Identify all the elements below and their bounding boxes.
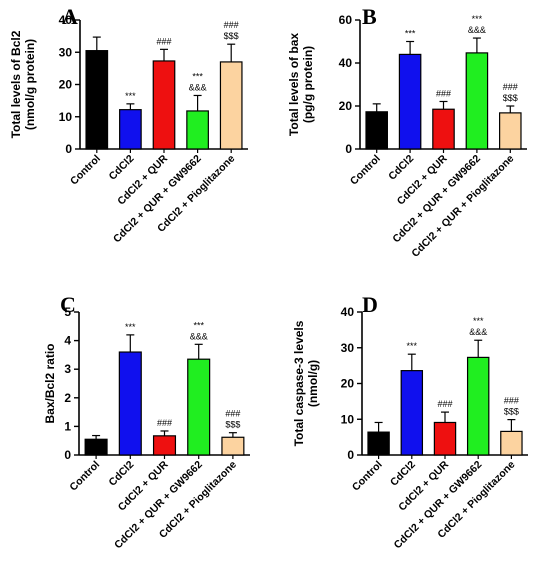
significance-label: &&& [468, 25, 486, 35]
category-label: CdCl2 [107, 153, 137, 183]
y-tick-label: 2 [64, 391, 71, 405]
significance-label: ### [224, 20, 239, 30]
bar-0 [85, 50, 109, 150]
panel-letter: D [362, 292, 378, 317]
category-label: CdCl2 [388, 459, 418, 489]
bar-1 [398, 53, 422, 150]
significance-label: $$$ [504, 407, 519, 417]
y-axis-label: Total caspase-3 levels(nmol/g) [292, 320, 320, 446]
bar-3 [465, 52, 489, 150]
y-axis-label-line: Total levels of Bcl2 [9, 30, 23, 138]
category-label: Control [67, 459, 102, 494]
y-axis-label-line: Bax/Bcl2 ratio [43, 343, 57, 423]
y-axis-label-line: (pg/g protein) [301, 46, 315, 123]
bar-4 [221, 436, 245, 456]
y-tick-label: 40 [59, 13, 73, 27]
y-axis-label: Bax/Bcl2 ratio [43, 343, 57, 423]
y-tick-label: 0 [345, 142, 352, 156]
y-tick-label: 60 [339, 13, 353, 27]
y-tick-label: 20 [341, 377, 355, 391]
y-axis-label-line: Total caspase-3 levels [292, 320, 306, 446]
significance-label: ### [437, 399, 452, 409]
bar-0 [84, 438, 108, 456]
y-tick-label: 0 [347, 448, 354, 462]
y-axis-label-line: (nmol/g protein) [23, 39, 37, 130]
y-axis-label-line: Total levels of bax [287, 33, 301, 136]
bar-4 [500, 430, 523, 456]
bar-2 [152, 435, 177, 456]
significance-label: *** [193, 320, 204, 330]
significance-label: ### [504, 396, 519, 406]
significance-label: $$$ [224, 31, 239, 41]
category-label: Control [68, 153, 103, 188]
significance-label: *** [125, 322, 136, 332]
y-tick-label: 30 [59, 45, 73, 59]
bar-1 [118, 351, 142, 456]
significance-label: ### [157, 418, 172, 428]
chart-panel-D: D 0 10 20 30 40 Total caspase-3 levels(nmol/g)… [292, 292, 528, 551]
y-tick-label: 10 [341, 412, 355, 426]
bar-4 [219, 61, 243, 150]
panel-letter: C [60, 292, 76, 317]
bar-0 [367, 431, 390, 456]
bar-0 [365, 111, 388, 150]
y-tick-label: 4 [64, 334, 71, 348]
significance-label: ### [225, 409, 240, 419]
significance-label: *** [473, 316, 484, 326]
bar-2 [152, 60, 176, 150]
significance-label: *** [407, 341, 418, 351]
significance-label: *** [472, 14, 483, 24]
y-tick-label: 0 [64, 448, 71, 462]
y-tick-label: 5 [64, 305, 71, 319]
significance-label: *** [125, 91, 136, 101]
significance-label: &&& [469, 327, 487, 337]
category-label: CdCl2 [386, 153, 416, 183]
y-axis-label: Total levels of bax(pg/g protein) [287, 33, 315, 136]
significance-label: ### [156, 36, 171, 46]
significance-label: *** [405, 29, 416, 39]
significance-label: &&& [190, 331, 208, 341]
y-tick-label: 30 [341, 341, 355, 355]
bar-2 [433, 421, 457, 456]
chart-panel-A: A 0 10 20 30 40 Total levels of Bcl2(nmol/g pr… [9, 4, 248, 245]
y-tick-label: 40 [341, 305, 355, 319]
category-label: CdCl2 [106, 459, 136, 489]
bar-3 [466, 356, 490, 456]
panel-letter: A [62, 4, 78, 29]
significance-label: $$$ [503, 93, 518, 103]
y-axis-label: Total levels of Bcl2(nmol/g protein) [9, 30, 37, 138]
y-tick-label: 20 [339, 99, 353, 113]
category-label: Control [350, 459, 385, 494]
significance-label: ### [503, 82, 518, 92]
y-tick-label: 0 [65, 142, 72, 156]
category-label: Control [348, 153, 383, 188]
y-tick-label: 3 [64, 362, 71, 376]
y-axis-label-line: (nmol/g) [306, 360, 320, 407]
panel-letter: B [362, 4, 377, 29]
significance-label: &&& [189, 82, 207, 92]
chart-panel-B: B 0 20 40 60 Total levels of bax(pg/g protein… [287, 4, 527, 260]
y-tick-label: 40 [339, 56, 353, 70]
bar-3 [187, 358, 211, 456]
significance-label: *** [192, 71, 203, 81]
bar-3 [186, 110, 209, 150]
bar-1 [119, 109, 142, 150]
significance-label: $$$ [225, 420, 240, 430]
y-tick-label: 1 [64, 419, 71, 433]
bar-2 [432, 108, 455, 150]
bar-4 [499, 112, 522, 150]
bar-1 [400, 370, 424, 456]
y-tick-label: 20 [59, 78, 73, 92]
significance-label: ### [436, 88, 451, 98]
y-tick-label: 10 [59, 110, 73, 124]
